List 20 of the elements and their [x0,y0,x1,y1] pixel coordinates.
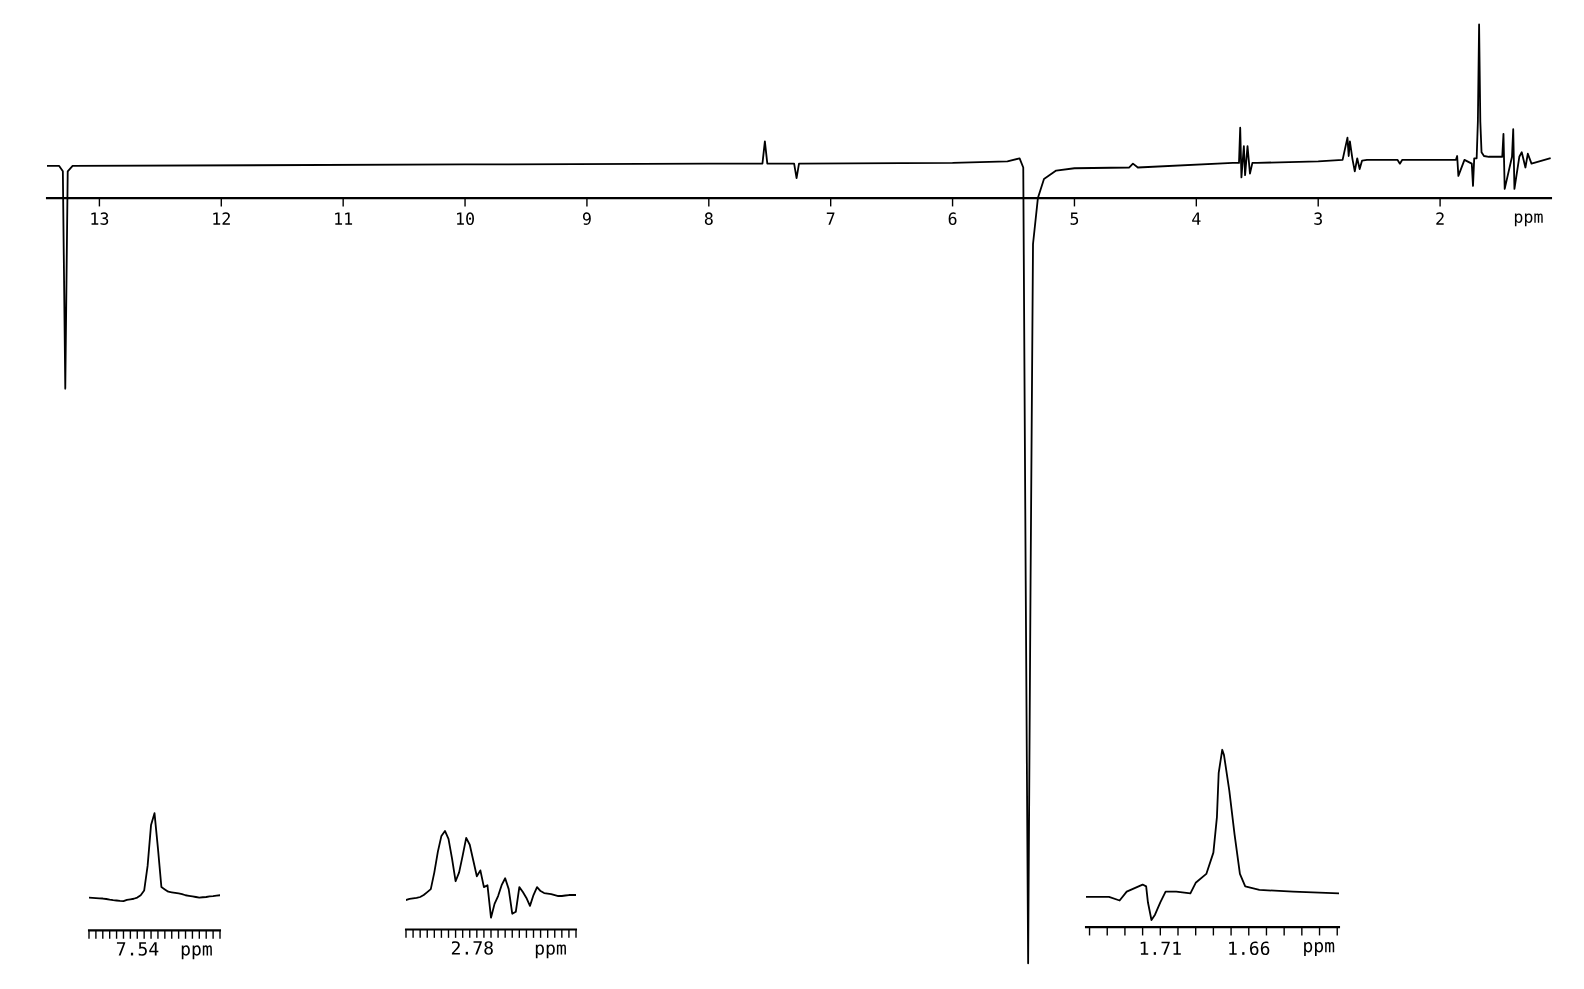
x-tick-label: 8 [704,212,713,225]
x-tick-label: 7 [826,212,835,225]
x-tick-label: 3 [1314,212,1322,225]
x-tick-label: 1.66 [1229,941,1270,956]
x-tick-label: 1.71 [1140,941,1181,955]
x-tick-label: 5 [1070,212,1079,225]
x-tick-label: 10 [457,212,474,225]
x-tick-label: 9 [582,212,591,225]
x-axis-title: ppm [181,945,212,960]
x-axis-title: ppm [535,944,566,959]
x-tick-label: 11 [335,212,353,225]
x-tick-label: 4 [1192,212,1201,225]
x-axis-title: ppm [1514,213,1543,227]
x-axis-title: ppm [1304,942,1335,956]
x-tick-label: 2 [1436,212,1444,225]
x-tick-label: 6 [948,212,957,225]
x-tick-label: 13 [91,212,109,225]
annotation: 7.54 [116,942,159,956]
x-tick-label: 12 [213,212,230,225]
annotation: 2.78 [451,941,493,955]
